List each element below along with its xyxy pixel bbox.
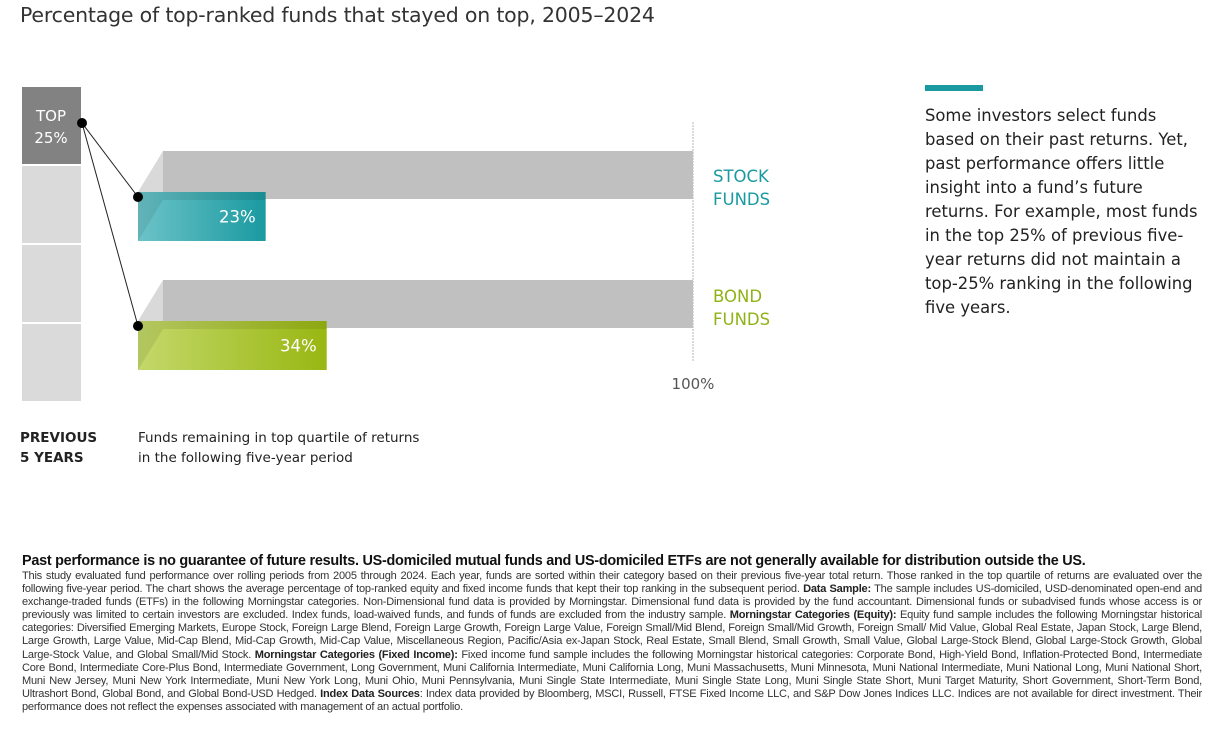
quartile-segment <box>22 245 81 322</box>
disclaimer-p1: This study evaluated fund performance ov… <box>22 570 1202 596</box>
quartile-segment <box>22 324 81 401</box>
accent-rule <box>925 85 983 91</box>
index-data-sources-label: Index Data Sources <box>320 687 420 700</box>
quartile-top <box>22 87 81 164</box>
category-label-stock-line1: STOCK <box>713 167 770 186</box>
stock-bar-total <box>163 151 693 199</box>
stock-bar-side <box>138 151 163 192</box>
data-sample-text: The sample includes US-domiciled, USD-de… <box>22 583 1202 622</box>
disclaimer-headline: Past performance is no guarantee of futu… <box>22 553 1086 569</box>
bond-connector-line <box>81 122 139 327</box>
remaining-funds-label: Funds remaining in top quartile of retur… <box>138 428 419 468</box>
bond-value-label: 34% <box>280 337 317 356</box>
bond-bar-bevel <box>138 321 327 370</box>
bond-bar-total <box>163 280 693 328</box>
top-quartile-connector-dot <box>77 118 87 128</box>
category-label-bond-line2: FUNDS <box>713 310 770 329</box>
data-sample-label: Data Sample: <box>803 583 871 596</box>
remaining-label-line2: in the following five-year period <box>138 450 353 466</box>
bond-connector-dot <box>133 321 143 331</box>
previous-5-years-label: PREVIOUS 5 YEARS <box>20 428 97 468</box>
chart: TOP 25% 23% 34% STOCK FUNDS BOND FUNDS 10… <box>22 87 770 401</box>
remaining-label-line1: Funds remaining in top quartile of retur… <box>138 430 420 446</box>
disclaimer-body: This study evaluated fund performance ov… <box>22 570 1202 714</box>
reference-label-100: 100% <box>672 375 715 393</box>
equity-categories-text: Equity fund sample includes the followin… <box>22 609 1203 661</box>
disclaimer: Past performance is no guarantee of futu… <box>22 553 1202 714</box>
quartile-segment <box>22 166 81 243</box>
bars-group: 23% 34% <box>138 151 693 370</box>
equity-categories-label: Morningstar Categories (Equity): <box>729 609 897 622</box>
stock-value-label: 23% <box>219 208 256 227</box>
stock-connector-line <box>81 122 139 198</box>
side-note: Some investors select funds based on the… <box>925 106 1198 317</box>
fixed-income-categories-text: Fixed income fund sample includes the fo… <box>22 648 1202 700</box>
stock-bar-value <box>138 192 266 241</box>
connectors-group <box>77 118 143 331</box>
previous-label-line2: 5 YEARS <box>20 450 84 466</box>
stock-bar-bevel <box>138 192 266 241</box>
bond-bar-side <box>138 280 163 321</box>
stock-connector-dot <box>133 192 143 202</box>
bond-bar-value <box>138 321 327 370</box>
previous-label-line1: PREVIOUS <box>20 430 98 446</box>
top-quartile-label-line1: TOP <box>35 107 66 125</box>
quartile-column <box>22 87 81 401</box>
category-label-stock-line2: FUNDS <box>713 190 770 209</box>
chart-title: Percentage of top-ranked funds that stay… <box>20 3 655 27</box>
category-label-bond-line1: BOND <box>713 287 762 306</box>
fixed-income-categories-label: Morningstar Categories (Fixed Income): <box>254 648 458 661</box>
top-quartile-label-line2: 25% <box>34 129 67 147</box>
index-data-sources-text: : Index data provided by Bloomberg, MSCI… <box>22 687 1203 713</box>
